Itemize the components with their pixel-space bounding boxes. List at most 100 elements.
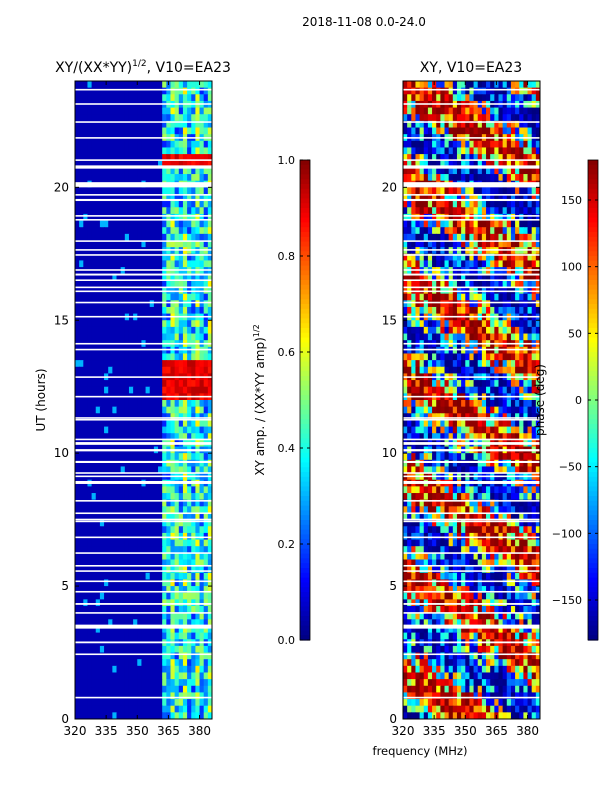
colorbar-segment: [300, 318, 310, 324]
heatmap-cell: [527, 320, 533, 328]
heatmap-cell: [207, 120, 212, 129]
heatmap-cell: [174, 606, 180, 614]
heatmap-cell: [162, 712, 167, 719]
heatmap-cell: [141, 293, 147, 301]
heatmap-cell: [178, 579, 184, 587]
heatmap-cell: [133, 606, 138, 614]
heatmap-cell: [178, 200, 184, 208]
heatmap-cell: [531, 81, 537, 89]
heatmap-cell: [83, 187, 89, 195]
y-tick-label: 20: [54, 180, 69, 194]
heatmap-cell: [133, 619, 138, 627]
heatmap-cell: [182, 705, 188, 713]
heatmap-cell: [427, 247, 433, 255]
heatmap-cell: [145, 612, 151, 620]
heatmap-cell: [95, 512, 101, 521]
heatmap-cell: [145, 526, 151, 534]
heatmap-cell: [158, 306, 163, 315]
heatmap-cell: [432, 220, 437, 228]
heatmap-cell: [477, 120, 483, 129]
heatmap-cell: [444, 187, 450, 195]
heatmap-cell: [199, 293, 205, 301]
heatmap-cell: [99, 193, 105, 202]
heatmap-cell: [531, 260, 537, 268]
heatmap-cell: [149, 200, 155, 208]
heatmap-cell: [469, 353, 475, 361]
heatmap-cell: [427, 87, 433, 95]
heatmap-cell: [95, 200, 101, 208]
heatmap-cell: [178, 426, 184, 434]
heatmap-cell: [87, 599, 93, 607]
data-gap-line: [75, 696, 212, 699]
data-gap-line: [75, 472, 212, 474]
heatmap-cell: [149, 506, 155, 514]
heatmap-cell: [170, 94, 176, 102]
heatmap-cell: [112, 107, 118, 115]
heatmap-cell: [128, 512, 134, 521]
heatmap-cell: [481, 147, 487, 155]
heatmap-cell: [158, 599, 163, 607]
heatmap-cell: [141, 114, 147, 122]
heatmap-cell: [133, 459, 138, 468]
heatmap-cell: [473, 386, 479, 394]
heatmap-cell: [444, 193, 450, 202]
heatmap-cell: [432, 306, 437, 315]
heatmap-cell: [535, 280, 540, 288]
heatmap-cell: [174, 380, 180, 388]
heatmap-cell: [444, 240, 450, 248]
heatmap-cell: [515, 160, 520, 168]
heatmap-cell: [75, 546, 80, 554]
heatmap-cell: [187, 612, 192, 620]
heatmap-cell: [112, 273, 118, 281]
heatmap-cell: [158, 493, 163, 501]
heatmap-cell: [195, 380, 201, 388]
heatmap-cell: [83, 200, 89, 208]
heatmap-cell: [83, 592, 89, 600]
heatmap-cell: [133, 320, 138, 328]
heatmap-cell: [95, 333, 101, 341]
heatmap-cell: [112, 293, 118, 301]
heatmap-cell: [112, 154, 118, 162]
heatmap-cell: [199, 679, 205, 687]
heatmap-cell: [133, 353, 138, 361]
heatmap-cell: [436, 380, 441, 388]
heatmap-cell: [99, 280, 105, 288]
heatmap-cell: [195, 293, 201, 301]
heatmap-cell: [158, 512, 163, 521]
heatmap-cell: [87, 566, 93, 574]
heatmap-cell: [87, 692, 93, 700]
heatmap-cell: [95, 612, 101, 620]
heatmap-cell: [207, 174, 212, 182]
heatmap-cell: [481, 94, 487, 102]
heatmap-cell: [407, 94, 412, 102]
heatmap-cell: [112, 213, 118, 222]
heatmap-cell: [191, 413, 196, 421]
heatmap-cell: [153, 559, 159, 567]
heatmap-cell: [112, 360, 118, 368]
heatmap-cell: [469, 227, 475, 235]
colorbar-segment: [300, 534, 310, 540]
heatmap-cell: [199, 200, 205, 208]
heatmap-cell: [519, 160, 524, 168]
heatmap-cell: [116, 453, 122, 461]
heatmap-cell: [128, 360, 134, 368]
heatmap-cell: [510, 167, 516, 175]
heatmap-cell: [411, 306, 417, 315]
heatmap-cell: [465, 400, 471, 408]
heatmap-cell: [128, 220, 134, 228]
heatmap-cell: [444, 380, 450, 388]
heatmap-cell: [486, 380, 491, 388]
heatmap-cell: [432, 174, 437, 182]
heatmap-image: [403, 81, 540, 719]
heatmap-cell: [440, 81, 446, 89]
heatmap-cell: [182, 499, 188, 507]
heatmap-cell: [461, 247, 466, 255]
heatmap-cell: [162, 200, 167, 208]
heatmap-cell: [149, 659, 155, 667]
heatmap-cell: [444, 293, 450, 301]
heatmap-cell: [510, 81, 516, 89]
heatmap-cell: [104, 293, 109, 301]
heatmap-cell: [170, 512, 176, 521]
heatmap-cell: [112, 253, 118, 262]
